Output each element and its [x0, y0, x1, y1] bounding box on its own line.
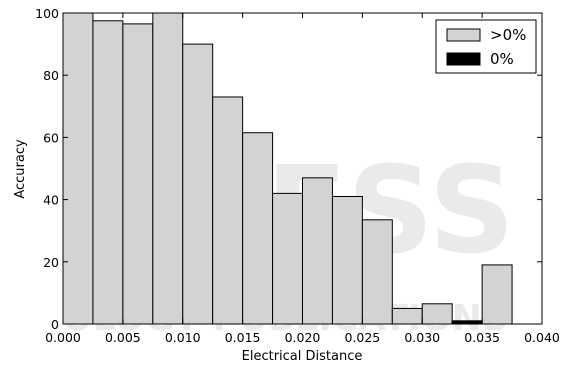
bar-positive-12 — [421, 303, 453, 325]
bar-positive-14 — [481, 264, 513, 325]
x-axis-label: Electrical Distance — [242, 349, 363, 364]
x-tick-label: 0.040 — [524, 330, 560, 345]
bar-positive-6 — [242, 132, 274, 325]
legend-swatch — [446, 52, 481, 66]
bar-positive-0 — [62, 12, 94, 325]
y-tick-label: 60 — [43, 130, 59, 145]
y-axis-label: Accuracy — [13, 139, 28, 199]
bar-positive-4 — [182, 43, 214, 325]
bar-positive-5 — [212, 96, 244, 325]
bar-positive-3 — [152, 12, 184, 325]
x-tick-label: 0.015 — [225, 330, 261, 345]
y-tick-label: 80 — [43, 68, 59, 83]
x-tick-label: 0.020 — [285, 330, 321, 345]
bar-positive-11 — [391, 307, 423, 325]
x-tick-label: 0.030 — [404, 330, 440, 345]
y-tick-label: 100 — [35, 6, 59, 21]
x-tick-label: 0.025 — [344, 330, 380, 345]
legend-swatch — [446, 28, 481, 42]
x-tick-label: 0.005 — [105, 330, 141, 345]
y-tick-label: 20 — [43, 255, 59, 270]
y-axis-ticks: 0 20 40 60 80 100 — [35, 6, 542, 332]
x-tick-label: 0.035 — [464, 330, 500, 345]
legend: >0%0% — [435, 19, 537, 74]
x-tick-label: 0.010 — [165, 330, 201, 345]
bar-positive-7 — [272, 192, 303, 325]
bar-positive-1 — [92, 20, 124, 325]
y-tick-label: 0 — [51, 317, 59, 332]
x-axis-ticks: 0.000 0.005 0.010 0.015 0.020 0.025 0.030 0.035… — [45, 13, 560, 345]
y-tick-label: 40 — [43, 193, 59, 208]
legend-label: >0% — [490, 26, 526, 44]
bar-positive-8 — [302, 177, 333, 325]
bar-positive-10 — [361, 219, 393, 325]
bar-positive-9 — [331, 195, 363, 325]
bar-positive-2 — [122, 23, 154, 325]
legend-label: 0% — [490, 50, 514, 68]
x-tick-label: 0.000 — [45, 330, 81, 345]
